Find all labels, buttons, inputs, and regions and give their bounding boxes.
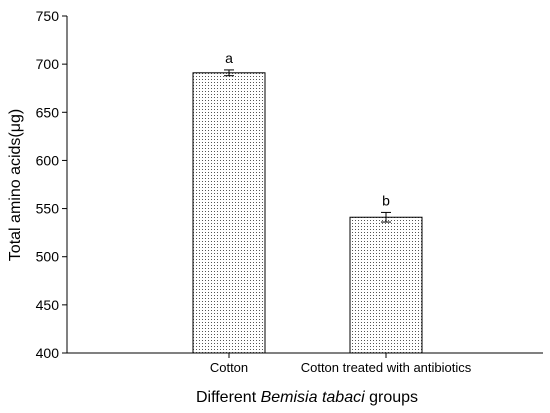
x-axis-title-part: Different <box>196 389 261 406</box>
y-tick-label: 600 <box>36 152 60 168</box>
bar <box>349 216 423 354</box>
y-tick-label: 650 <box>36 104 60 120</box>
x-axis-title: Different Bemisia tabaci groups <box>196 389 418 406</box>
y-tick-label: 400 <box>36 345 60 361</box>
bars: ab <box>192 50 423 354</box>
x-tick-label: Cotton <box>210 360 248 375</box>
x-axis-title-part: groups <box>365 389 418 406</box>
significance-label: a <box>225 50 233 66</box>
x-axis: Cotton Cotton treated with antibiotics <box>67 352 543 375</box>
y-axis: 400 450 500 550 600 650 700 750 <box>36 8 68 361</box>
y-tick-label: 550 <box>36 201 60 217</box>
y-tick-label: 750 <box>36 8 60 24</box>
bar <box>192 72 266 354</box>
x-axis-title-italic: Bemisia tabaci <box>261 389 365 406</box>
significance-label: b <box>382 192 390 208</box>
x-tick-label: Cotton treated with antibiotics <box>301 360 472 375</box>
y-axis-title: Total amino acids(μg) <box>7 109 24 261</box>
y-tick-label: 500 <box>36 249 60 265</box>
y-tick-label: 700 <box>36 56 60 72</box>
y-tick-label: 450 <box>36 297 60 313</box>
